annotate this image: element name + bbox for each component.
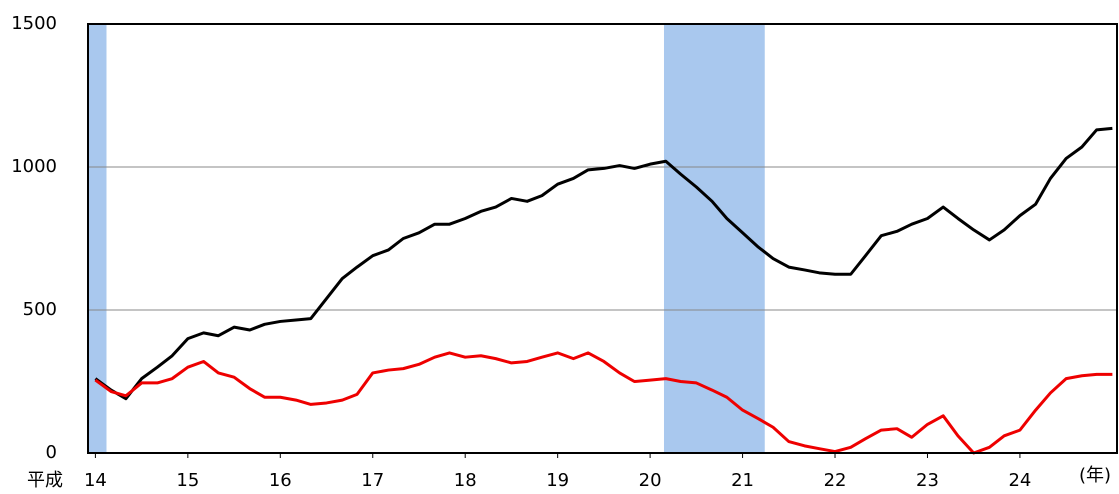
x-tick-label: 20 <box>639 470 662 491</box>
y-tick-label: 0 <box>46 442 57 463</box>
x-tick-label: 22 <box>824 470 847 491</box>
x-tick-label: 14 <box>84 470 107 491</box>
x-prefix: 平成 <box>27 470 63 491</box>
data-line <box>94 351 1113 455</box>
x-tick-label: 15 <box>176 470 199 491</box>
x-tick-label: 23 <box>916 470 939 491</box>
y-tick-label: 500 <box>23 299 57 320</box>
x-tick-label: 18 <box>454 470 477 491</box>
x-tick-label: 24 <box>1008 470 1031 491</box>
x-tick-label: 19 <box>546 470 569 491</box>
x-tick-label: 21 <box>731 470 754 491</box>
data-line <box>94 126 1113 401</box>
plot-border <box>87 23 1118 454</box>
y-tick-label: 1500 <box>11 13 57 34</box>
x-tick-label: 17 <box>361 470 384 491</box>
x-unit: (年) <box>1079 465 1111 486</box>
y-tick-label: 1000 <box>11 156 57 177</box>
shaded-period <box>88 24 107 453</box>
x-tick-label: 16 <box>269 470 292 491</box>
